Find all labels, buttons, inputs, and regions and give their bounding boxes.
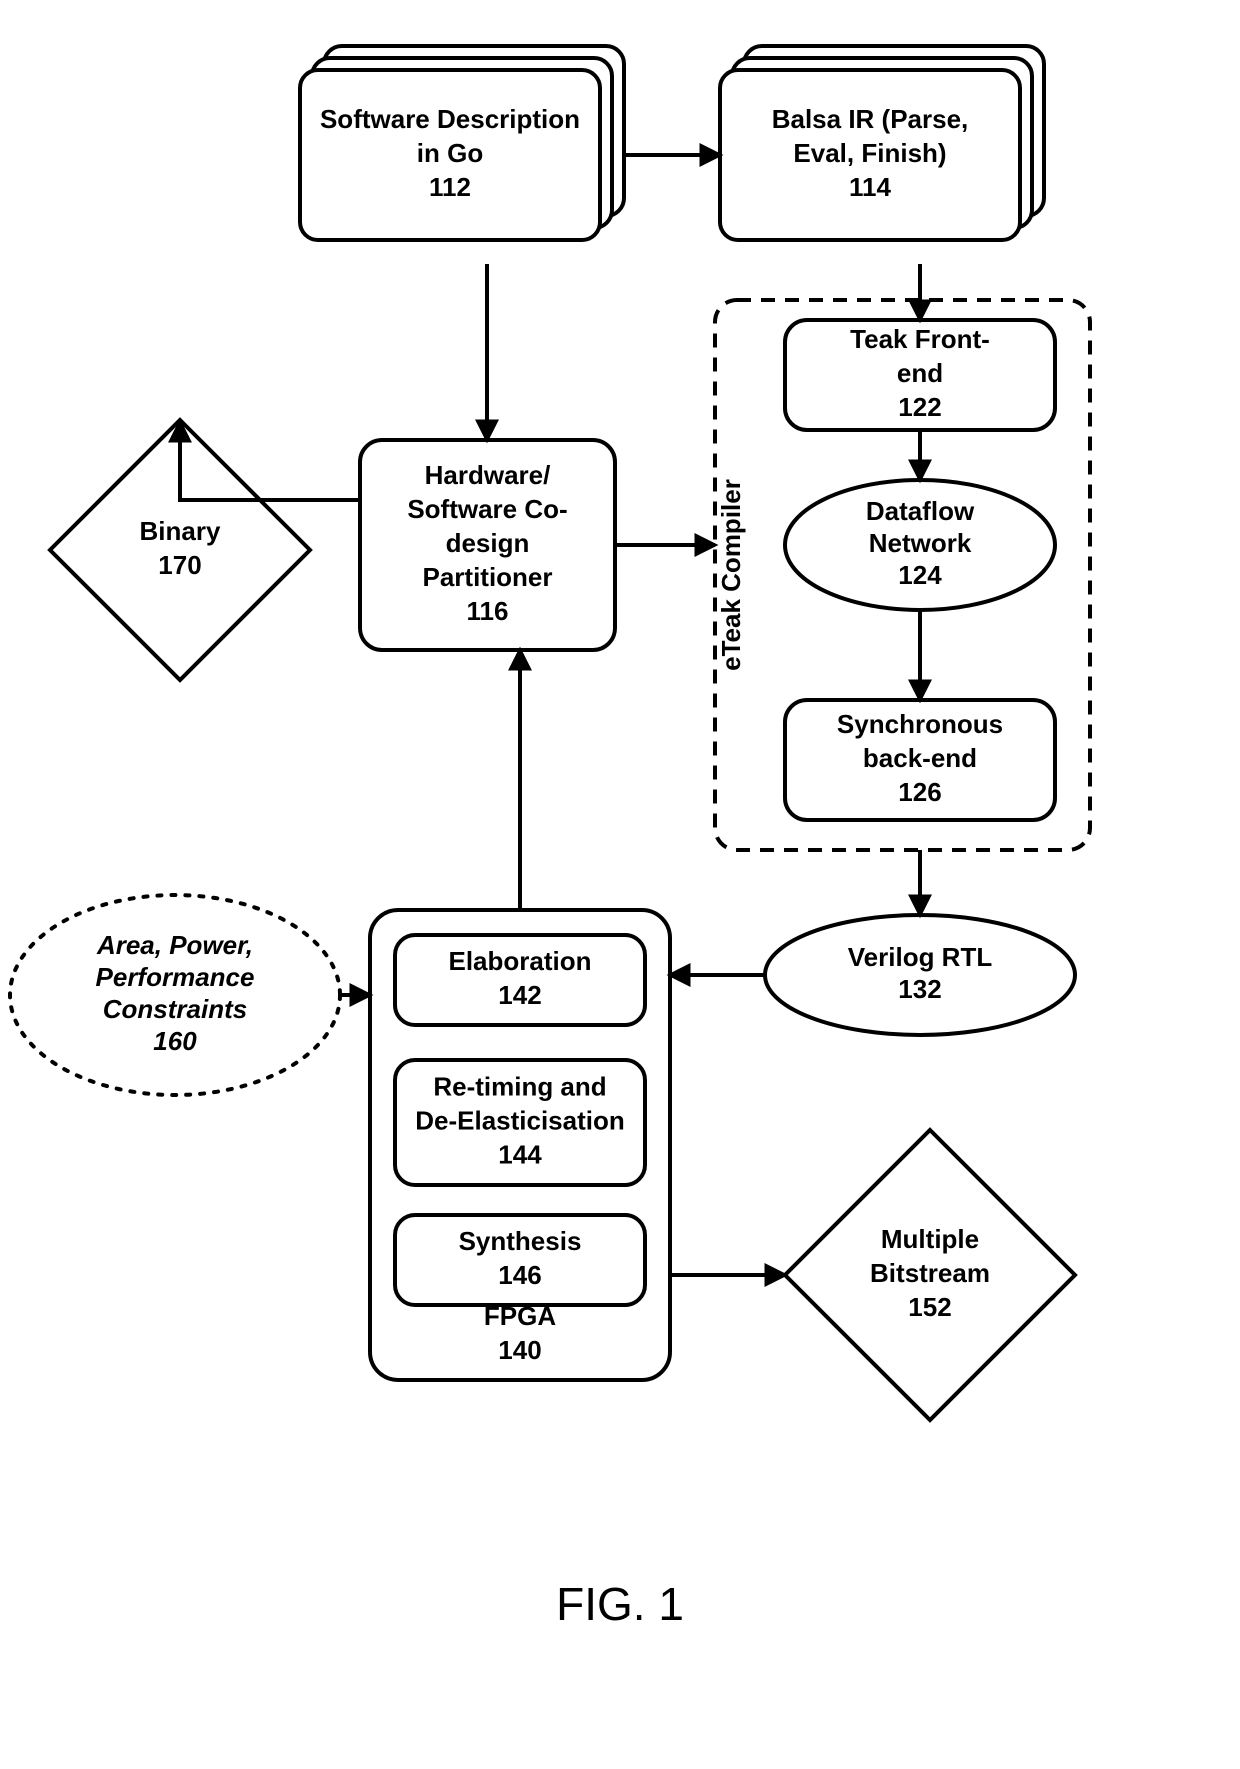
n126-text: Synchronous — [837, 709, 1003, 739]
n114-text: Balsa IR (Parse, — [772, 104, 969, 134]
n114-text: Eval, Finish) — [793, 138, 946, 168]
n112-text: Software Description — [320, 104, 580, 134]
n160-text: Constraints — [103, 994, 247, 1024]
n152-text: Multiple — [881, 1224, 979, 1254]
n132-text: Verilog RTL — [848, 942, 993, 972]
n116-text: Partitioner — [422, 562, 552, 592]
n144-text: 144 — [498, 1139, 542, 1169]
fpga-label: 140 — [498, 1335, 541, 1365]
n170-text: Binary — [140, 516, 221, 546]
n122-text: 122 — [898, 392, 941, 422]
n132-text: 132 — [898, 974, 941, 1004]
eteak-label: eTeak Compiler — [716, 479, 746, 671]
n114-text: 114 — [849, 172, 891, 202]
n160-text: Performance — [96, 962, 255, 992]
n146-text: 146 — [498, 1260, 541, 1290]
n144-text: Re-timing and — [433, 1071, 606, 1101]
n116-text: design — [446, 528, 530, 558]
n160-text: Area, Power, — [96, 930, 253, 960]
n142-text: Elaboration — [448, 946, 591, 976]
n124-text: Network — [869, 528, 972, 558]
n126-text: 126 — [898, 777, 941, 807]
n112-text: in Go — [417, 138, 483, 168]
n122-text: Teak Front- — [850, 324, 990, 354]
n142-text: 142 — [498, 980, 541, 1010]
n144-text: De-Elasticisation — [415, 1105, 625, 1135]
n124-text: 124 — [898, 560, 942, 590]
n160-text: 160 — [153, 1026, 197, 1056]
n146-text: Synthesis — [459, 1226, 582, 1256]
n122-text: end — [897, 358, 943, 388]
n152-text: Bitstream — [870, 1258, 990, 1288]
n116-text: Software Co- — [407, 494, 567, 524]
n116-text: 116 — [467, 596, 509, 626]
n126-text: back-end — [863, 743, 977, 773]
n116-text: Hardware/ — [425, 460, 551, 490]
fpga-label: FPGA — [484, 1301, 556, 1331]
n152-text: 152 — [908, 1292, 951, 1322]
n112-text: 112 — [429, 172, 471, 202]
n170-text: 170 — [158, 550, 201, 580]
n124-text: Dataflow — [866, 496, 975, 526]
figure-label: FIG. 1 — [556, 1578, 684, 1630]
